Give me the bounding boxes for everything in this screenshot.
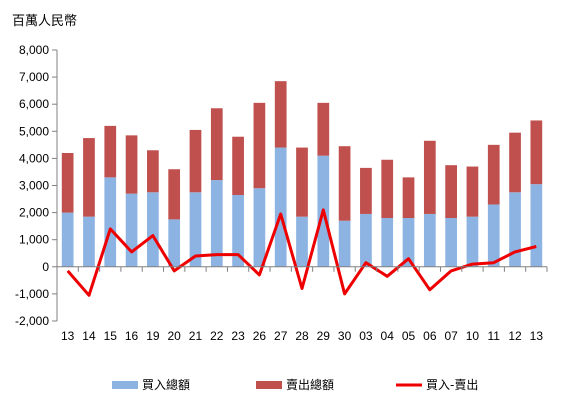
bar-sell-total bbox=[445, 165, 457, 219]
bar-sell-total bbox=[253, 102, 266, 189]
x-tick-label: 13 bbox=[61, 329, 75, 343]
y-axis: 8,000 7,000 6,000 5,000 4,000 3,000 2,000 1,000… bbox=[15, 43, 58, 328]
bar-buy-total bbox=[530, 184, 543, 267]
bar-buy-total bbox=[274, 147, 287, 267]
x-tick-label: 22 bbox=[210, 329, 224, 343]
legend-buy-label: 買入總額 bbox=[142, 377, 190, 392]
y-tick-label: 1,000 bbox=[19, 233, 49, 247]
bar-sell-total bbox=[274, 81, 287, 148]
bar-buy-total bbox=[402, 218, 415, 267]
bar-sell-total bbox=[232, 136, 244, 195]
x-tick-label: 07 bbox=[444, 329, 458, 343]
bar-sell-total bbox=[210, 108, 223, 181]
bar-buy-total bbox=[104, 177, 117, 267]
legend-sell-label: 賣出總額 bbox=[286, 377, 334, 392]
y-tick-label: 7,000 bbox=[19, 70, 49, 84]
bar-buy-total bbox=[61, 212, 74, 267]
y-unit-label: 百萬人民幣 bbox=[12, 14, 78, 29]
y-tick-label: 0 bbox=[42, 260, 49, 274]
x-tick-label: 11 bbox=[488, 329, 501, 343]
legend: 買入總額 賣出總額 買入-賣出 bbox=[112, 377, 478, 392]
bar-buy-total bbox=[423, 213, 436, 267]
bar-sell-total bbox=[402, 177, 415, 219]
x-tick-label: 30 bbox=[338, 329, 352, 343]
x-tick-label: 28 bbox=[295, 329, 309, 343]
legend-buy-swatch bbox=[112, 381, 138, 389]
bar-buy-total bbox=[210, 180, 223, 267]
y-tick-label: 4,000 bbox=[19, 151, 49, 165]
net-line bbox=[66, 208, 537, 297]
bar-sell-total bbox=[381, 159, 394, 219]
bar-sell-total bbox=[530, 120, 543, 185]
bar-buy-total bbox=[466, 216, 479, 267]
bar-sell-total bbox=[147, 150, 159, 193]
x-axis: 13 14 15 16 19 20 21 22 23 26 27 28 29 30 03 04 05 06 07 10… bbox=[56, 266, 548, 343]
bar-sell-total bbox=[296, 147, 308, 217]
y-tick-label: 8,000 bbox=[19, 43, 49, 57]
bar-buy-total bbox=[381, 218, 394, 267]
bar-sell-total bbox=[360, 167, 372, 214]
x-tick-label: 20 bbox=[167, 329, 181, 343]
legend-net-label: 買入-賣出 bbox=[426, 377, 478, 392]
bar-buy-total bbox=[189, 192, 202, 267]
bar-sell-total bbox=[125, 135, 138, 194]
x-tick-label: 26 bbox=[253, 329, 267, 343]
bar-buy-total bbox=[360, 213, 372, 267]
bar-buy-total bbox=[338, 220, 351, 267]
x-tick-label: 14 bbox=[82, 329, 96, 343]
x-tick-label: 19 bbox=[146, 329, 160, 343]
bar-sell-total bbox=[487, 144, 500, 205]
bar-buy-total bbox=[296, 216, 308, 267]
x-tick-label: 06 bbox=[423, 329, 437, 343]
y-tick-label: 3,000 bbox=[19, 179, 49, 193]
x-tick-label: 10 bbox=[466, 329, 480, 343]
x-tick-label: 29 bbox=[317, 329, 331, 343]
bar-buy-total bbox=[487, 204, 500, 267]
x-tick-label: 03 bbox=[359, 329, 373, 343]
net-line-series bbox=[66, 208, 537, 297]
y-tick-label: 5,000 bbox=[19, 124, 49, 138]
bar-sell-total bbox=[83, 138, 95, 217]
bar-buy-total bbox=[509, 192, 521, 267]
x-tick-label: 12 bbox=[508, 329, 522, 343]
x-tick-label: 27 bbox=[274, 329, 288, 343]
bar-buy-total bbox=[83, 216, 95, 267]
bar-sell-total bbox=[338, 146, 351, 221]
legend-sell-swatch bbox=[256, 381, 282, 389]
x-tick-label: 05 bbox=[402, 329, 416, 343]
x-tick-label: 13 bbox=[530, 329, 544, 343]
bar-buy-total bbox=[253, 188, 266, 267]
y-tick-label: 6,000 bbox=[19, 97, 49, 111]
bar-buy-total bbox=[147, 192, 159, 267]
y-tick-label: 2,000 bbox=[19, 206, 49, 220]
x-tick-label: 21 bbox=[189, 329, 203, 343]
bar-sell-total bbox=[168, 169, 181, 220]
bar-buy-total bbox=[168, 219, 181, 267]
bar-sell-total bbox=[317, 102, 330, 156]
x-tick-label: 04 bbox=[381, 329, 395, 343]
bar-sell-total bbox=[423, 140, 436, 214]
y-tick-label: -1,000 bbox=[15, 287, 49, 301]
bar-sell-total bbox=[61, 152, 74, 213]
bar-sell-total bbox=[466, 166, 479, 217]
x-tick-label: 16 bbox=[125, 329, 139, 343]
bars bbox=[61, 81, 543, 267]
y-tick-label: -2,000 bbox=[15, 314, 49, 328]
bar-sell-total bbox=[104, 125, 117, 178]
bar-sell-total bbox=[189, 129, 202, 193]
bar-buy-total bbox=[125, 193, 138, 267]
x-tick-label: 15 bbox=[104, 329, 118, 343]
bar-sell-total bbox=[509, 132, 521, 193]
x-tick-label: 23 bbox=[231, 329, 245, 343]
bar-buy-total bbox=[445, 218, 457, 267]
bar-buy-total bbox=[232, 194, 244, 267]
